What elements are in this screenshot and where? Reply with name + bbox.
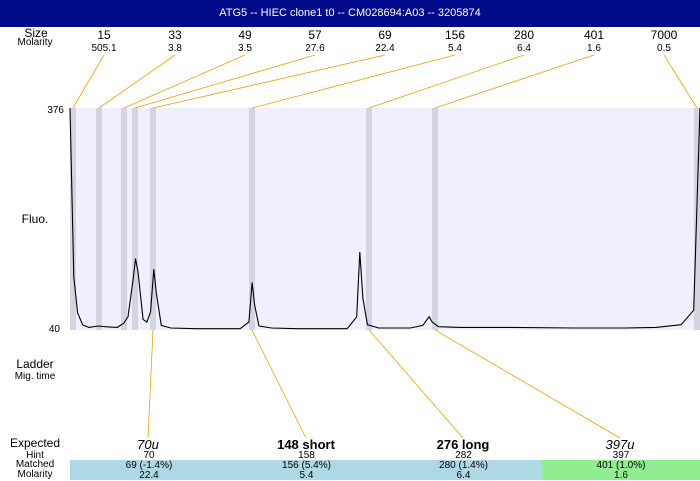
- matched-row-cell-276: 280 (1.4%): [385, 460, 542, 471]
- ladder-band-49: [121, 108, 127, 330]
- ladder-connector-49: [123, 54, 246, 109]
- ladder-molarity-15: 505.1: [91, 43, 116, 54]
- ladder-band-280: [366, 108, 372, 330]
- ladder-band-69: [150, 108, 156, 330]
- peak-connector-70: [147, 329, 154, 439]
- ladder-connector-33: [98, 54, 176, 109]
- size-row-label: Size: [24, 26, 48, 40]
- fluo-axis-label: Fluo.: [21, 212, 49, 226]
- ladder-molarity-57: 27.6: [305, 43, 325, 54]
- expected-label-397: 397u: [606, 437, 635, 452]
- hint-row-cell-148: 158: [298, 450, 315, 461]
- hint-label: Hint: [26, 450, 44, 461]
- ladder-size-280: 280: [514, 28, 534, 42]
- matched-molarity-row-cell-148: 5.4: [228, 470, 385, 481]
- peak-connector-276: [368, 329, 464, 439]
- ladder-band-401: [432, 108, 438, 330]
- matched-molarity-row-cell-276: 6.4: [385, 470, 542, 481]
- matched-row-cell-148: 156 (5.4%): [228, 460, 385, 471]
- ladder-label: Ladder: [16, 357, 54, 371]
- expected-label: Expected: [9, 436, 61, 450]
- ladder-connector-401: [434, 54, 595, 109]
- expected-label-276: 276 long: [437, 437, 490, 452]
- fluorescence-trace: [69, 107, 700, 330]
- peak-connector-397: [434, 329, 621, 439]
- ladder-size-401: 401: [584, 28, 604, 42]
- ladder-molarity-33: 3.8: [168, 43, 182, 54]
- peak-connector-148: [251, 329, 307, 439]
- ladder-size-69: 69: [378, 28, 392, 42]
- ladder-connector-69: [152, 54, 386, 109]
- matched-molarity-row: 22.4 5.4 6.4 1.6: [70, 470, 700, 481]
- y-tick-max: 376: [47, 105, 64, 116]
- ladder-molarity-401: 1.6: [587, 43, 601, 54]
- expected-label-148: 148 short: [277, 437, 335, 452]
- matched-molarity-row-cell-70: 22.4: [70, 470, 228, 481]
- y-tick-min: 40: [48, 324, 60, 335]
- ladder-band-33: [96, 108, 102, 330]
- ladder-connector-15: [72, 54, 105, 109]
- ladder-connector-57: [134, 54, 316, 109]
- ladder-molarity-69: 22.4: [375, 43, 395, 54]
- ladder-size-49: 49: [238, 28, 252, 42]
- expected-label-70: 70u: [137, 437, 159, 452]
- ladder-size-57: 57: [308, 28, 322, 42]
- hint-row-cell-276: 282: [455, 450, 472, 461]
- ladder-molarity-7000: 0.5: [657, 43, 671, 54]
- plot-area: [70, 108, 700, 330]
- molarity-row-label: Molarity: [17, 37, 53, 48]
- matched-row-cell-397: 401 (1.0%): [542, 460, 700, 471]
- hint-row-cell-397: 397: [612, 450, 630, 461]
- page-title: ATG5 -- HIEC clone1 t0 -- CM028694:A03 -…: [219, 7, 481, 19]
- ladder-size-7000: 7000: [651, 28, 678, 42]
- hint-row-cell-70: 70: [143, 450, 155, 461]
- matched-row-cell-70: 69 (-1.4%): [70, 460, 228, 471]
- title-bar: ATG5 -- HIEC clone1 t0 -- CM028694:A03 -…: [0, 0, 700, 27]
- ladder-molarity-156: 5.4: [448, 43, 462, 54]
- ladder-connector-280: [368, 54, 525, 109]
- ladder-size-156: 156: [445, 28, 465, 42]
- ladder-size-33: 33: [168, 28, 182, 42]
- matched-row: 69 (-1.4%) 156 (5.4%) 280 (1.4%) 401 (1.0%): [70, 460, 700, 471]
- matched-molarity-row-cell-397: 1.6: [542, 470, 700, 481]
- ladder-molarity-280: 6.4: [517, 43, 531, 54]
- ladder-band-57: [132, 108, 138, 330]
- mig-time-label: Mig. time: [14, 371, 56, 382]
- ladder-band-156: [249, 108, 255, 330]
- hint-row: 70 158 282 397: [70, 450, 700, 461]
- ladder-size-15: 15: [97, 28, 111, 42]
- ladder-connector-7000: [663, 54, 698, 109]
- bottom-molarity-label: Molarity: [17, 469, 53, 480]
- ladder-connector-156: [251, 54, 456, 109]
- matched-label: Matched: [15, 459, 55, 470]
- ladder-molarity-49: 3.5: [238, 43, 252, 54]
